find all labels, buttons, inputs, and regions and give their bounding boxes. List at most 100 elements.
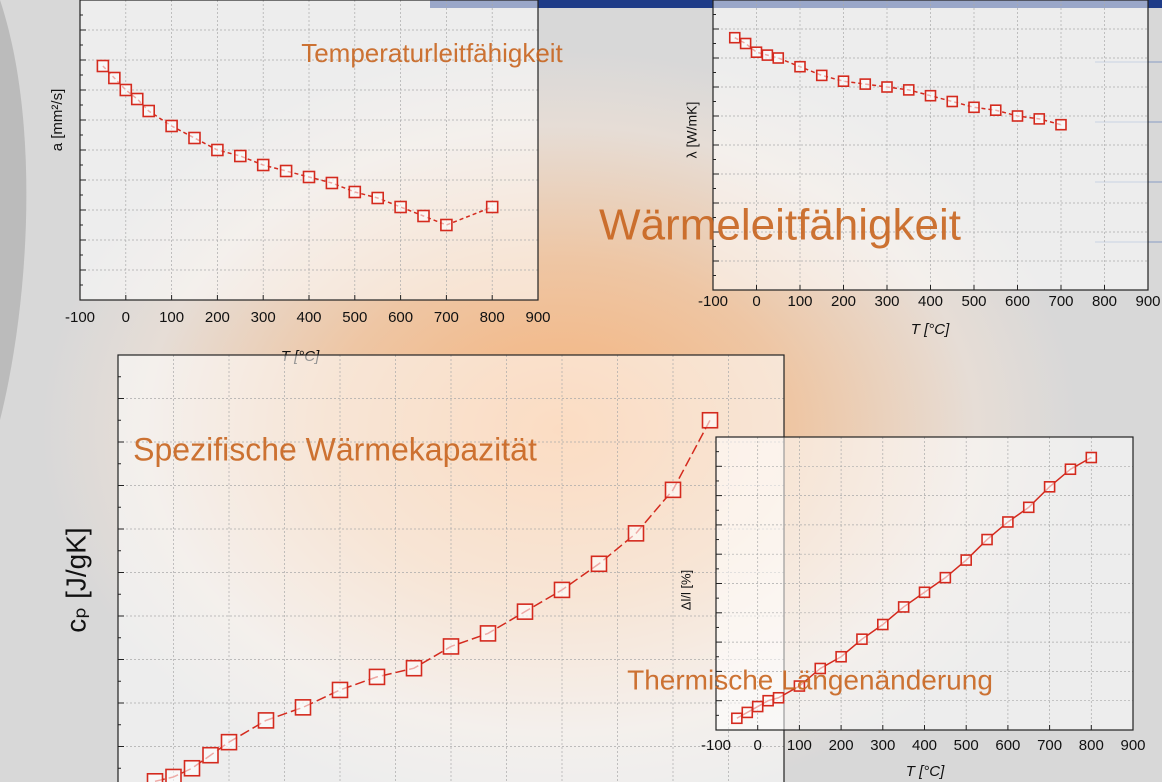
x-tick-label: 300 (874, 293, 899, 310)
x-tick-label: 900 (525, 309, 550, 326)
x-tick-label: -100 (701, 737, 731, 754)
x-tick-label: 900 (1120, 737, 1145, 754)
x-tick-label: 800 (1092, 293, 1117, 310)
data-marker (1022, 501, 1035, 514)
x-tick-label: 500 (954, 737, 979, 754)
x-tick-label: 700 (1037, 737, 1062, 754)
data-marker (946, 95, 959, 108)
data-marker (183, 759, 201, 777)
y-axis-label: a [mm²/s] (49, 89, 66, 152)
data-marker (876, 618, 889, 631)
x-tick-label: 0 (754, 737, 762, 754)
plot-frame (715, 436, 1134, 731)
data-marker (279, 164, 293, 178)
data-marker (325, 176, 339, 190)
x-tick-label: 500 (342, 309, 367, 326)
data-marker (739, 37, 752, 50)
data-marker (859, 78, 872, 90)
x-tick-label: 900 (1135, 293, 1160, 310)
data-marker (119, 83, 133, 97)
x-tick-label: 100 (159, 309, 184, 326)
x-tick-label: 100 (787, 293, 812, 310)
chart-title: Wärmeleitfähigkeit (599, 201, 961, 250)
data-marker (897, 601, 910, 613)
data-marker (394, 200, 407, 214)
x-tick-label: 600 (388, 309, 413, 326)
data-marker (165, 768, 182, 782)
x-tick-label: 800 (480, 309, 505, 326)
data-marker (664, 481, 682, 499)
data-marker (516, 603, 534, 620)
data-marker (856, 633, 868, 645)
data-marker (960, 554, 973, 566)
x-tick-label: 700 (1048, 293, 1073, 310)
data-marker (553, 581, 571, 599)
data-marker (405, 659, 423, 677)
data-marker (294, 699, 312, 716)
data-marker (1011, 110, 1024, 122)
x-tick-label: 800 (1079, 737, 1104, 754)
data-marker (368, 668, 386, 686)
data-marker (815, 69, 828, 82)
data-marker (257, 712, 275, 729)
decor-shape (0, 0, 27, 420)
chart-title: Temperaturleitfähigkeit (301, 38, 563, 68)
data-marker (96, 59, 110, 73)
data-marker (331, 681, 349, 699)
chart-title: Spezifische Wärmekapazität (133, 431, 537, 467)
x-tick-label: 400 (918, 293, 943, 310)
data-marker (761, 49, 774, 61)
plot-frame (79, 0, 539, 301)
data-marker (1085, 451, 1098, 464)
x-tick-label: 0 (752, 293, 760, 310)
data-marker (165, 119, 178, 133)
x-tick-label: 500 (961, 293, 986, 310)
data-marker (728, 31, 741, 44)
data-marker (989, 104, 1002, 116)
data-marker (751, 700, 764, 713)
data-marker (1033, 113, 1046, 125)
y-axis-label: λ [W/mK] (684, 102, 700, 159)
data-marker (741, 706, 754, 719)
data-marker (750, 46, 763, 59)
data-marker (701, 411, 719, 429)
data-marker (1055, 118, 1067, 131)
x-tick-label: 0 (122, 309, 130, 326)
data-marker (793, 680, 806, 692)
y-axis-label: Δl/l [%] (678, 570, 693, 610)
x-axis-label: T [°C] (906, 763, 945, 780)
x-tick-label: 300 (870, 737, 895, 754)
x-tick-label: 200 (205, 309, 230, 326)
data-marker (130, 92, 144, 106)
x-tick-label: 700 (434, 309, 459, 326)
x-tick-label: 300 (251, 309, 276, 326)
data-marker (211, 143, 224, 157)
data-marker (479, 625, 497, 642)
data-marker (981, 533, 993, 546)
data-marker (188, 131, 201, 145)
data-marker (485, 200, 499, 214)
data-marker (348, 185, 362, 199)
x-tick-label: 100 (787, 737, 812, 754)
data-marker (968, 101, 980, 114)
data-marker (772, 52, 785, 64)
data-marker (234, 149, 247, 163)
data-marker (731, 712, 743, 725)
data-marker (837, 75, 850, 87)
data-marker (371, 191, 385, 205)
data-marker (881, 81, 893, 93)
data-marker (417, 209, 430, 223)
x-tick-label: 400 (912, 737, 937, 754)
data-marker (918, 586, 931, 599)
x-tick-label: 600 (995, 737, 1020, 754)
data-marker (590, 555, 608, 573)
data-marker (794, 60, 806, 73)
x-tick-label: 200 (831, 293, 856, 310)
data-marker (220, 733, 238, 751)
x-axis-label: T [°C] (911, 321, 950, 338)
data-marker (142, 104, 155, 118)
data-marker (108, 71, 121, 85)
